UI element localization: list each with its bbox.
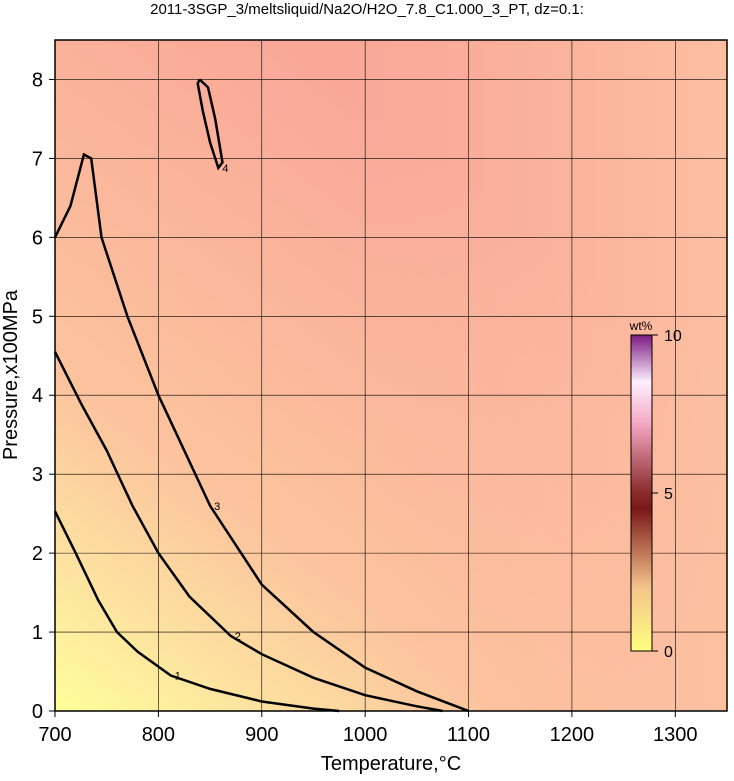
plot-background-overlay	[55, 40, 727, 711]
x-axis-label: Temperature,°C	[321, 753, 461, 775]
colorbar-tick-label: 10	[664, 328, 682, 345]
colorbar-tick-label: 0	[664, 644, 673, 661]
x-tick-label: 900	[245, 724, 278, 746]
contour-label: 1	[175, 670, 181, 682]
chart-title: 2011-3SGP_3/meltsliquid/Na2O/H2O_7.8_C1.…	[150, 1, 584, 18]
y-tick-label: 4	[32, 385, 43, 407]
x-tick-label: 1300	[653, 724, 698, 746]
x-tick-label: 1100	[447, 724, 490, 746]
colorbar	[630, 334, 653, 652]
y-tick-label: 1	[32, 622, 43, 644]
x-tick-label: 700	[38, 724, 71, 746]
y-tick-label: 2	[32, 543, 43, 565]
contour-line	[53, 152, 469, 713]
contours: 1 2 3 4	[53, 78, 469, 713]
colorbar-label: wt%	[629, 319, 653, 333]
colorbar-ticks: 0 5 10	[652, 328, 682, 661]
y-tick-label: 3	[32, 464, 43, 486]
x-tick-label: 800	[142, 724, 175, 746]
contour-label: 4	[222, 163, 228, 175]
y-tick-label: 0	[32, 701, 43, 723]
contour-label: 2	[235, 631, 241, 643]
x-tick-label: 1200	[550, 724, 595, 746]
y-tick-label: 5	[32, 306, 43, 328]
y-tick-label: 8	[32, 69, 43, 91]
contour-line	[53, 510, 340, 713]
y-tick-label: 7	[32, 148, 43, 170]
colorbar-tick-label: 5	[664, 486, 673, 503]
y-axis-label: Pressure,x100MPa	[0, 289, 22, 460]
contour-label: 3	[214, 501, 220, 513]
contour-line	[53, 351, 443, 713]
y-tick-label: 6	[32, 227, 43, 249]
plot-frame	[54, 39, 728, 712]
x-tick-label: 1000	[343, 724, 388, 746]
contour-line	[196, 78, 224, 171]
